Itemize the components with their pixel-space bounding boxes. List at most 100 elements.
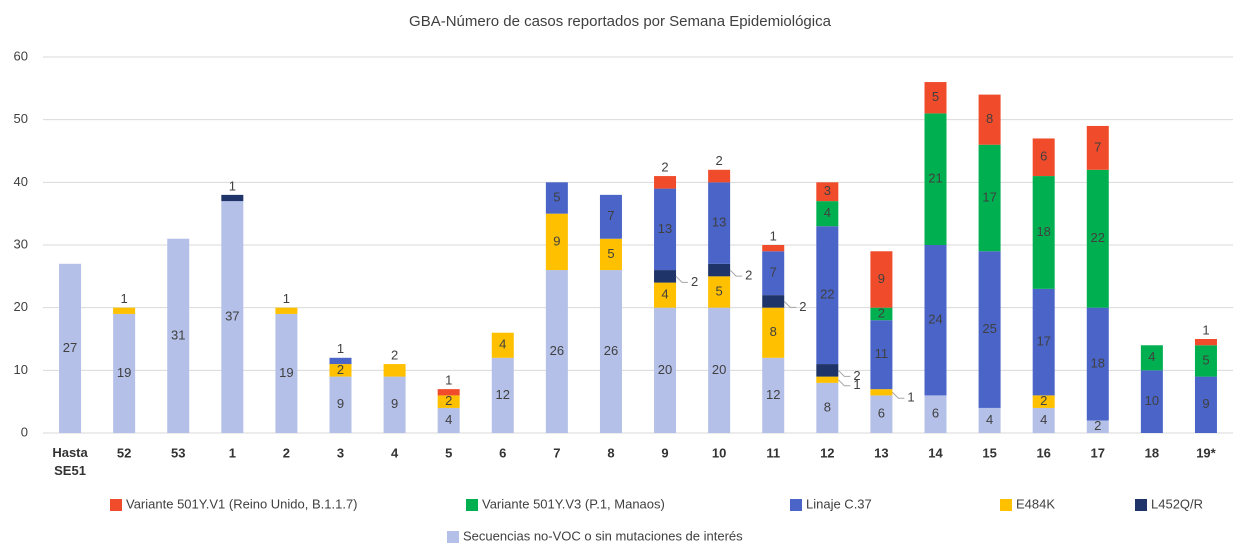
data-label: 2 [853,368,860,383]
bar-segment [762,251,785,296]
data-label: 1 [853,377,860,392]
bar-segment [870,320,893,390]
data-label: 8 [770,324,777,339]
data-label: 1 [445,373,452,388]
bar-segment [1086,125,1109,170]
data-label: 1 [283,291,290,306]
bar-segment [1032,176,1055,289]
bar-segment [275,307,298,314]
bar-segment [383,364,406,377]
x-tick-label: 52 [117,445,131,460]
data-label: 8 [986,111,993,126]
bar-segment [59,263,82,433]
data-label: 31 [171,327,185,342]
bar-segment [113,307,136,314]
data-label: 9 [553,233,560,248]
bar-segment [924,82,947,114]
data-label: 4 [1040,412,1047,427]
data-label: 26 [604,343,618,358]
legend-swatch [1135,499,1147,511]
legend-swatch [447,531,459,543]
x-tick-label: 2 [283,445,290,460]
data-label: 25 [982,321,996,336]
y-tick-label: 50 [14,111,28,126]
data-label: 19 [117,365,131,380]
legend-label: Linaje C.37 [806,496,872,511]
chart-title: GBA-Número de casos reportados por Seman… [409,13,832,30]
x-tick-label: 8 [607,445,614,460]
bar-segment [599,194,622,239]
data-label: 2 [716,153,723,168]
bar-segment [329,376,352,433]
bar-segment [383,376,406,433]
bar-segment [545,270,568,433]
data-label: 1 [770,228,777,243]
legend-label: Secuencias no-VOC o sin mutaciones de in… [463,528,743,543]
data-label: 6 [932,406,939,421]
x-tick-label: 14 [928,445,943,460]
bar-segment [1086,307,1109,421]
bar-segment [870,389,893,396]
data-label: 4 [661,287,668,302]
data-label: 3 [824,183,831,198]
data-label: 2 [1094,418,1101,433]
bar-segment [491,332,514,358]
data-label: 4 [986,412,993,427]
data-label: 10 [1145,393,1159,408]
bar-segment [654,282,677,308]
bar-segment [978,407,1001,433]
legend-label: E484K [1016,496,1055,511]
data-label: 18 [1036,224,1050,239]
data-label: 22 [1091,230,1105,245]
data-label: 6 [878,406,885,421]
data-label: 6 [1040,149,1047,164]
bar-segment [1194,376,1217,433]
data-label: 5 [716,283,723,298]
bar-segment [708,182,731,264]
y-tick-label: 40 [14,174,28,189]
bar-segment [654,176,677,189]
bar-segment [870,395,893,433]
data-label: 2 [745,268,752,283]
data-label: 37 [225,309,239,324]
data-label: 22 [820,287,834,302]
legend-swatch [790,499,802,511]
data-label: 2 [691,274,698,289]
bar-segment [654,270,677,283]
leader-line [837,369,851,377]
x-tick-label: 3 [337,445,344,460]
x-tick-label: 19* [1196,445,1216,460]
data-label: 5 [607,246,614,261]
legend-label: Variante 501Y.V1 (Reino Unido, B.1.1.7) [126,496,358,511]
data-label: 13 [712,215,726,230]
bar-segment [113,313,136,433]
data-label: 7 [1094,139,1101,154]
legend-swatch [110,499,122,511]
data-label: 17 [1036,334,1050,349]
data-label: 1 [229,178,236,193]
bar-segment [1032,395,1055,408]
x-tick-label: 12 [820,445,834,460]
bar-segment [870,307,893,321]
bar-segment [1086,169,1109,308]
bar-segment [816,182,839,202]
data-label: 8 [824,399,831,414]
bar-segment [708,307,731,433]
x-tick-label: 18 [1145,445,1159,460]
data-label: 19 [279,365,293,380]
bar-segment [708,263,731,277]
x-tick-label: Hasta SE51 [52,445,88,478]
data-label: 12 [496,387,510,402]
data-label: 4 [1148,349,1155,364]
data-label: 5 [1202,352,1209,367]
bar-segment [816,382,839,433]
x-tick-label: 5 [445,445,452,460]
x-tick-label: 53 [171,445,185,460]
bar-segment [437,389,460,396]
bar-segment [654,307,677,433]
bar-segment [816,201,839,227]
bar-segment [1086,420,1109,433]
bar-segment [816,226,839,365]
bar-segment [924,395,947,433]
